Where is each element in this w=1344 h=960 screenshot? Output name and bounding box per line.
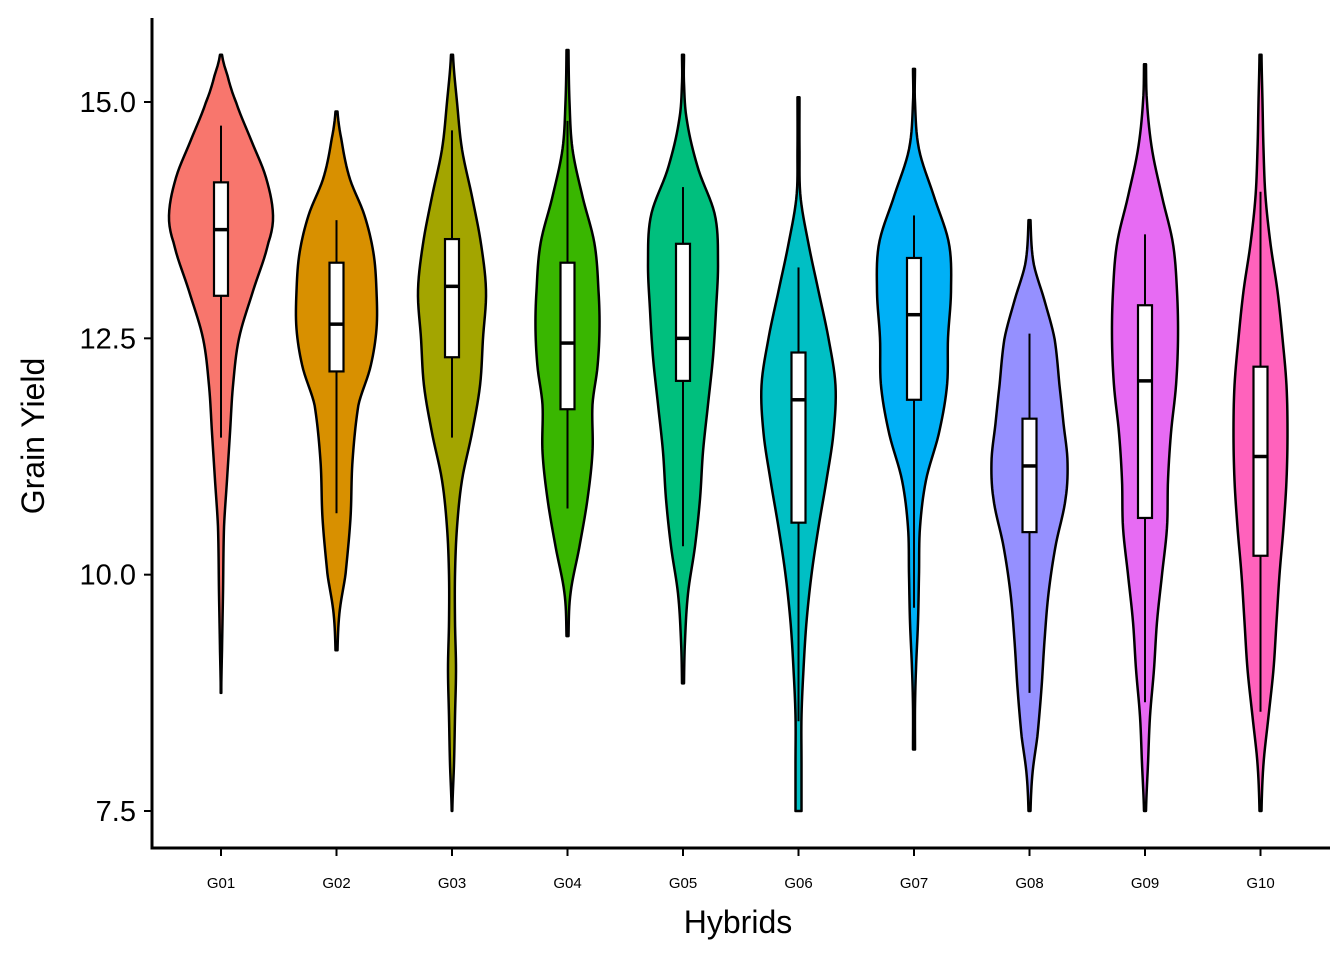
y-tick-label: 12.5 <box>80 323 136 355</box>
violin-layer <box>167 48 1289 813</box>
x-axis-ticks: G01 G02 G03 G04 G05 G06 G07 G08 G09 G10 <box>207 848 1275 892</box>
y-tick-label: 10.0 <box>80 560 136 592</box>
x-tick-label: G07 <box>900 875 928 892</box>
x-tick-label: G03 <box>438 875 466 892</box>
iqr-box-G07 <box>905 256 923 401</box>
y-tick-label: 7.5 <box>96 796 136 828</box>
iqr-box-G04 <box>559 261 576 411</box>
x-tick-label: G05 <box>669 875 697 892</box>
iqr-box-G01 <box>212 181 230 297</box>
x-tick-label: G10 <box>1246 875 1274 892</box>
iqr-box-G10 <box>1252 365 1269 557</box>
x-tick-label: G09 <box>1131 875 1159 892</box>
axes: 7.5 10.0 12.5 15.0 G01 G02 G03 G04 G05 G06 G07 G08… <box>80 18 1330 892</box>
iqr-box-G09 <box>1136 304 1154 520</box>
x-tick-label: G06 <box>784 875 812 892</box>
x-tick-label: G02 <box>322 875 350 892</box>
x-axis-title: Hybrids <box>684 904 792 940</box>
iqr-box-G06 <box>790 351 807 524</box>
y-axis-ticks: 7.5 10.0 12.5 15.0 <box>80 87 152 828</box>
y-tick-label: 15.0 <box>80 87 136 119</box>
x-tick-label: G04 <box>553 875 581 892</box>
iqr-box-G02 <box>328 261 345 373</box>
iqr-box-G03 <box>443 237 461 359</box>
y-axis-title: Grain Yield <box>15 358 51 515</box>
iqr-box-G08 <box>1021 417 1038 534</box>
iqr-box-G05 <box>674 242 692 382</box>
x-tick-label: G08 <box>1015 875 1043 892</box>
x-tick-label: G01 <box>207 875 235 892</box>
